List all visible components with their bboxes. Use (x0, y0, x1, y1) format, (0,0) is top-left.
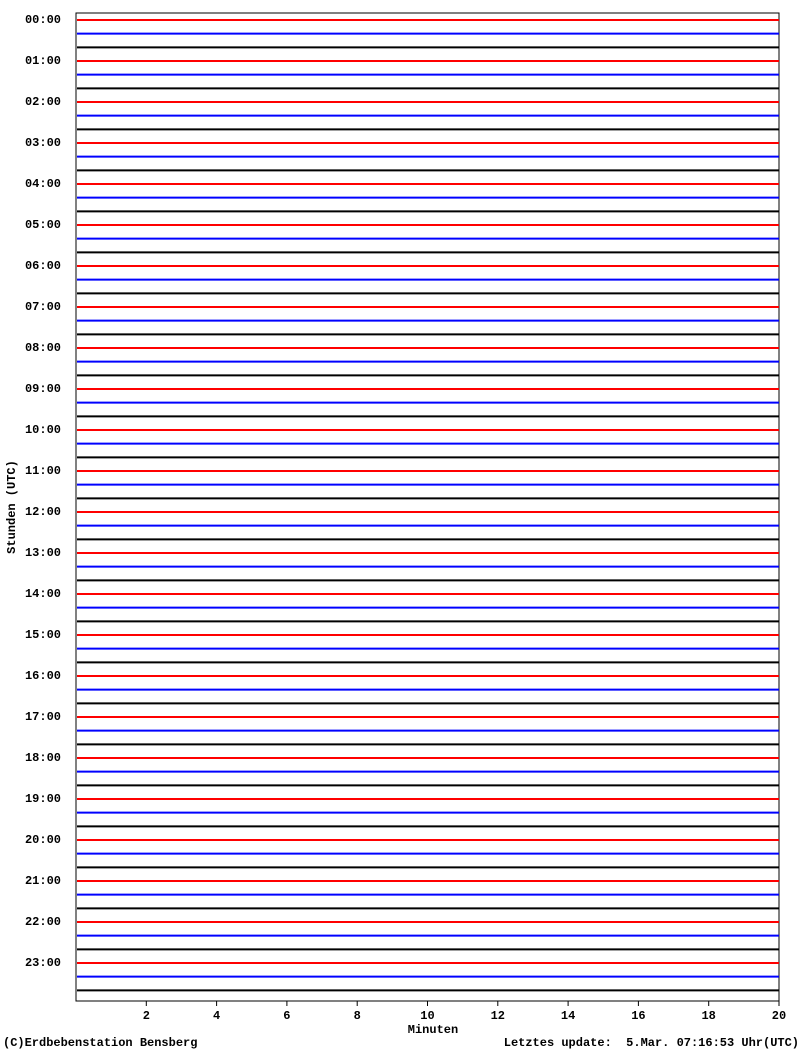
y-tick-label: 20:00 (25, 833, 61, 847)
x-tick-label: 14 (561, 1009, 575, 1023)
x-tick-label: 8 (354, 1009, 361, 1023)
y-tick-label: 15:00 (25, 628, 61, 642)
y-tick-label: 09:00 (25, 382, 61, 396)
y-axis-label: Stunden (UTC) (5, 460, 19, 554)
x-tick-label: 18 (701, 1009, 715, 1023)
y-tick-label: 16:00 (25, 669, 61, 683)
y-tick-label: 08:00 (25, 341, 61, 355)
x-tick-label: 16 (631, 1009, 645, 1023)
x-tick-label: 4 (213, 1009, 220, 1023)
y-tick-label: 11:00 (25, 464, 61, 478)
x-axis-label: Minuten (408, 1023, 458, 1037)
x-tick-label: 12 (491, 1009, 505, 1023)
x-tick-label: 6 (283, 1009, 290, 1023)
y-tick-label: 01:00 (25, 54, 61, 68)
update-time: Letztes update: 5.Mar. 07:16:53 Uhr(UTC) (504, 1036, 799, 1050)
y-tick-label: 06:00 (25, 259, 61, 273)
y-tick-label: 04:00 (25, 177, 61, 191)
x-tick-label: 20 (772, 1009, 786, 1023)
y-tick-label: 02:00 (25, 95, 61, 109)
x-tick-label: 2 (143, 1009, 150, 1023)
y-tick-label: 21:00 (25, 874, 61, 888)
y-tick-label: 18:00 (25, 751, 61, 765)
y-tick-label: 23:00 (25, 956, 61, 970)
credit: (C)Erdbebenstation Bensberg (3, 1036, 197, 1050)
y-tick-label: 07:00 (25, 300, 61, 314)
y-tick-label: 12:00 (25, 505, 61, 519)
y-tick-label: 10:00 (25, 423, 61, 437)
y-tick-label: 05:00 (25, 218, 61, 232)
x-tick-label: 10 (420, 1009, 434, 1023)
y-tick-label: 19:00 (25, 792, 61, 806)
y-tick-label: 03:00 (25, 136, 61, 150)
y-tick-label: 13:00 (25, 546, 61, 560)
y-tick-label: 14:00 (25, 587, 61, 601)
y-tick-label: 17:00 (25, 710, 61, 724)
y-tick-label: 00:00 (25, 13, 61, 27)
y-tick-label: 22:00 (25, 915, 61, 929)
